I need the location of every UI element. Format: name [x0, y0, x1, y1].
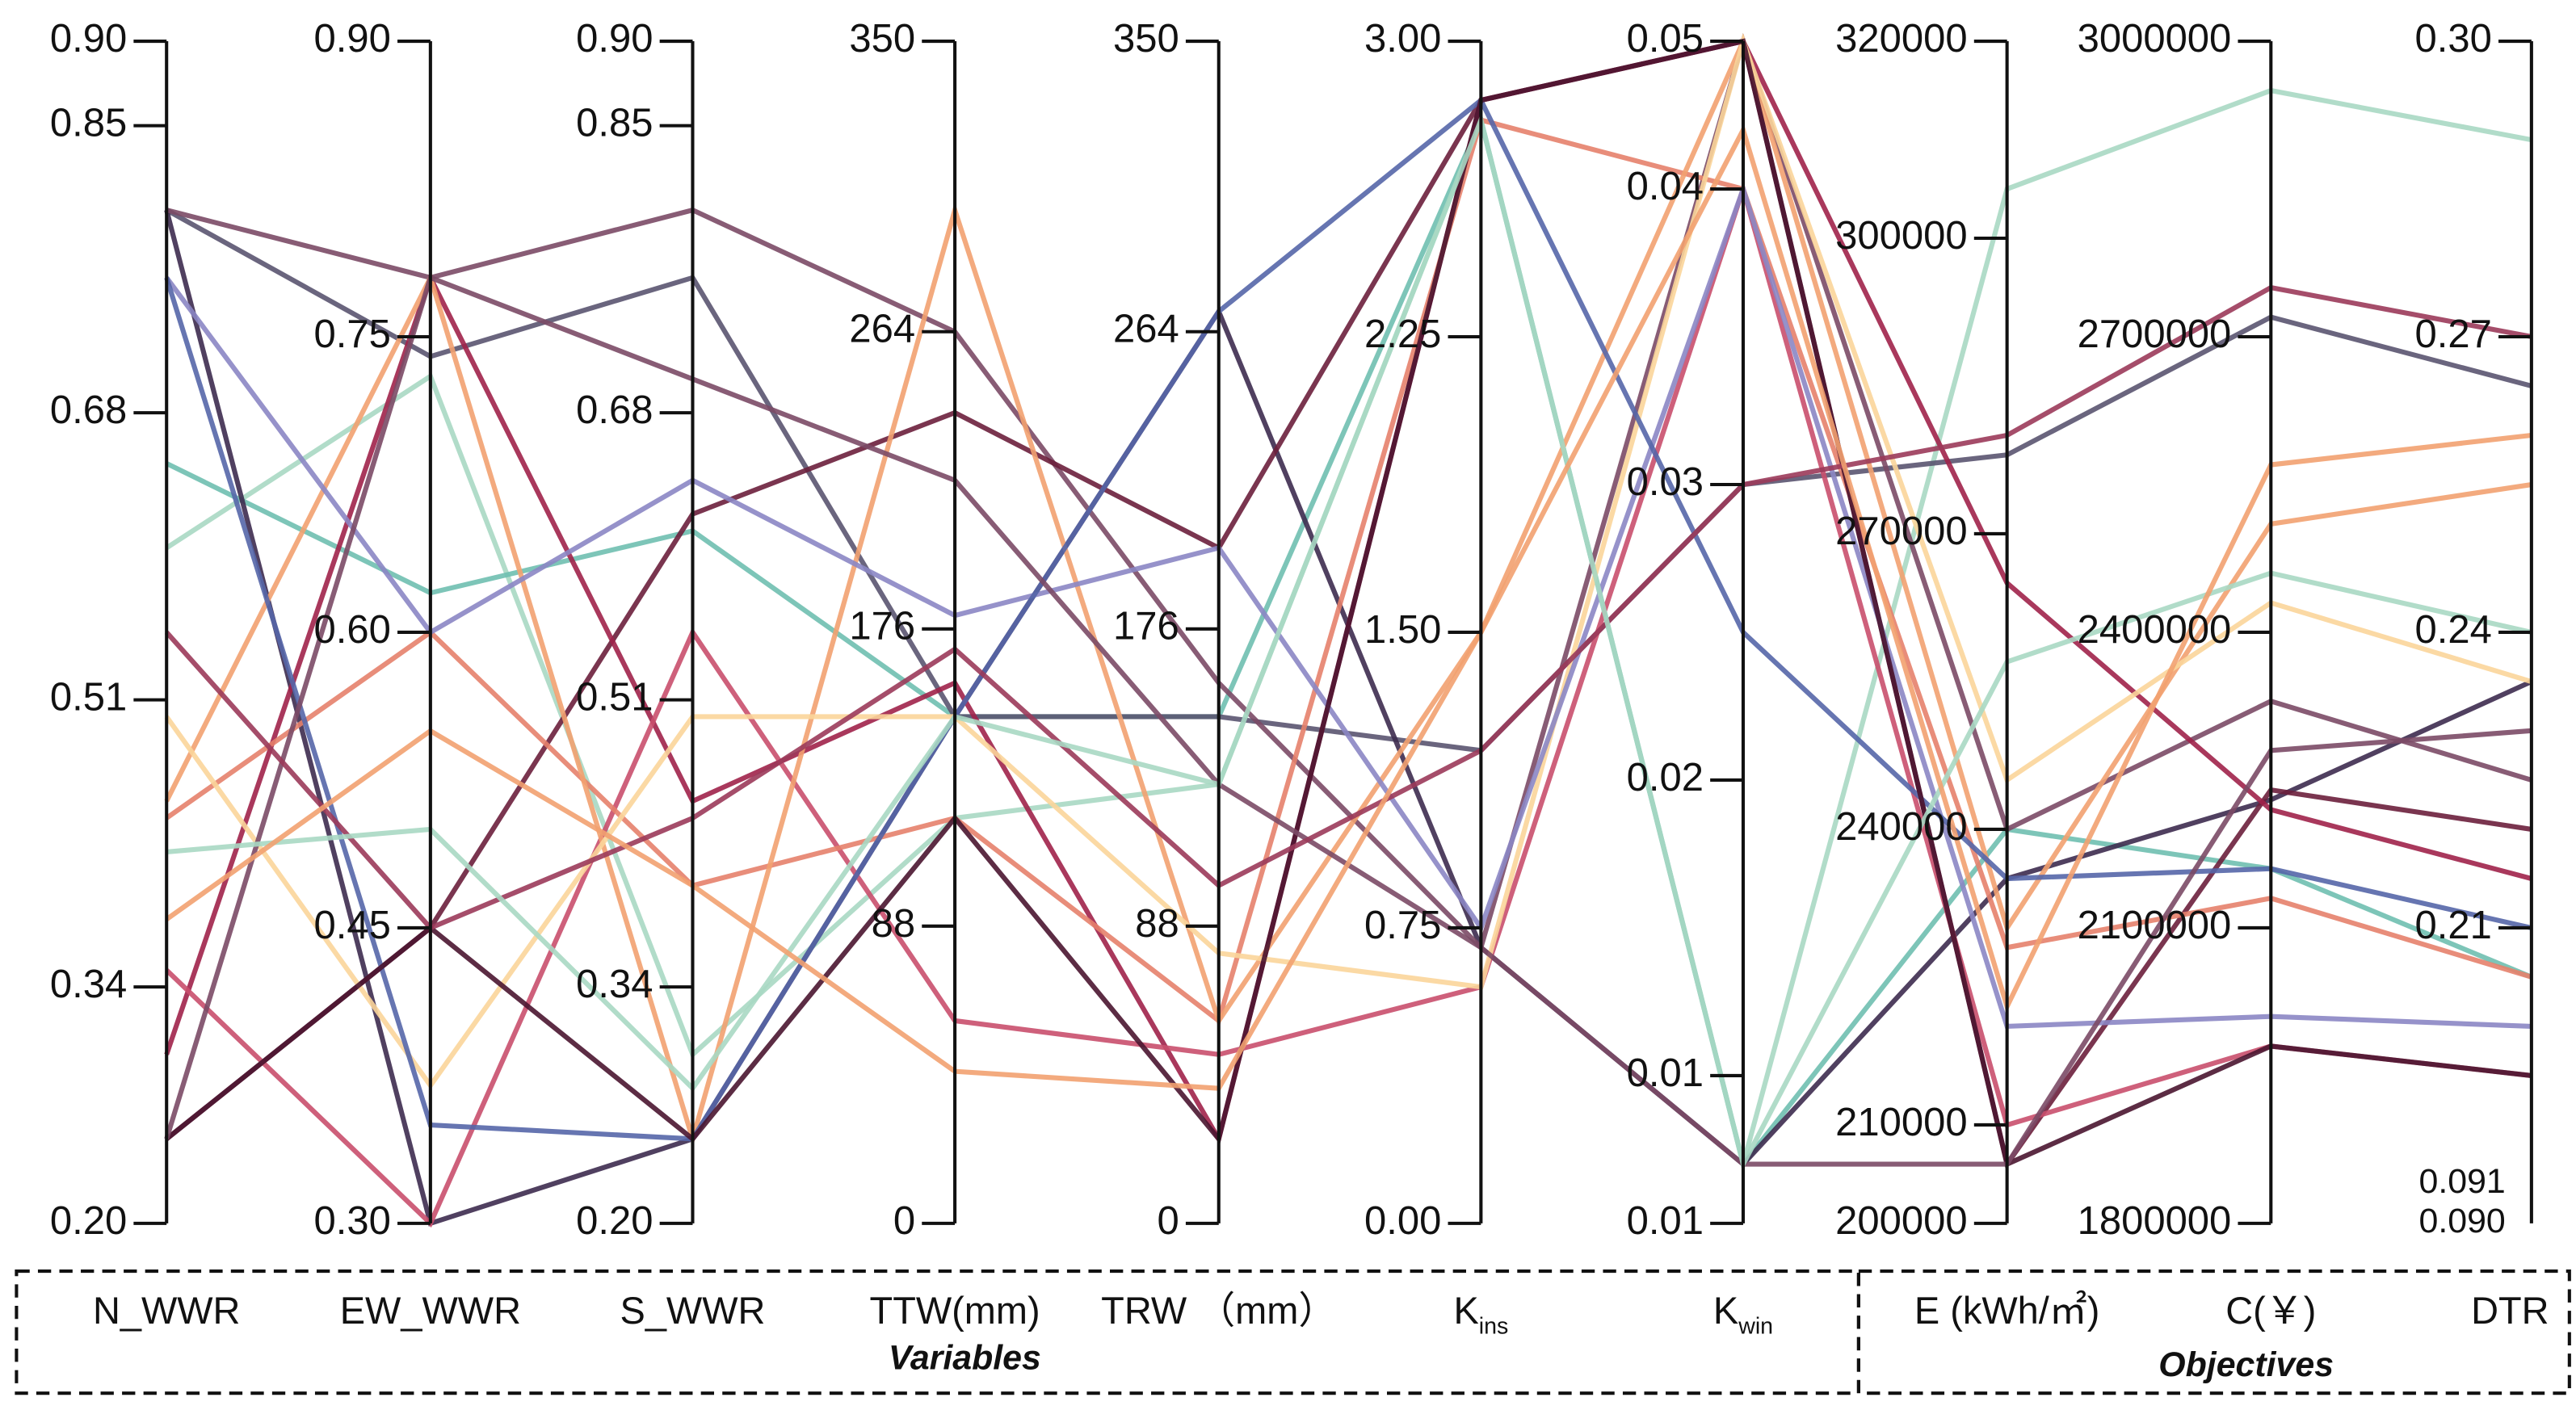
tick-label: 3.00 [1364, 17, 1441, 61]
tick-label: 240000 [1835, 805, 1967, 849]
tick-label: 264 [1113, 308, 1179, 351]
annotation: 0.090 [2418, 1202, 2505, 1240]
tick-label: 0 [893, 1199, 915, 1243]
annotation: 0.091 [2418, 1162, 2505, 1201]
tick-label: 0.04 [1627, 165, 1704, 208]
tick-label: 176 [849, 605, 915, 648]
tick-label: 0.68 [50, 388, 127, 432]
tick-label: 0 [1158, 1199, 1179, 1243]
tick-label: 0.51 [50, 676, 127, 720]
tick-label: 0.30 [314, 1199, 391, 1243]
tick-label: 1800000 [2078, 1199, 2232, 1243]
axis-name: N_WWR [93, 1290, 241, 1332]
series-line [164, 96, 2532, 1142]
axis-name: K [1713, 1290, 1738, 1332]
axis-name: EW_WWR [340, 1290, 521, 1332]
axis-label: Kwin [1713, 1290, 1773, 1339]
tick-label: 350 [849, 17, 915, 61]
series-line [166, 32, 2532, 953]
tick-label: 2400000 [2078, 608, 2232, 652]
tick-label: 200000 [1835, 1199, 1967, 1243]
series-line [165, 38, 2532, 1168]
tick-label: 0.90 [50, 17, 127, 61]
series-line [164, 32, 2532, 1090]
tick-label: 88 [1135, 902, 1179, 946]
axis-subscript: ins [1479, 1313, 1509, 1339]
axis-label: E (kWh/㎡) [1914, 1290, 2099, 1332]
tick-label: 0.60 [314, 608, 391, 652]
axis-subscript: win [1738, 1313, 1773, 1339]
tick-label: 0.27 [2415, 313, 2492, 356]
tick-label: 0.68 [576, 388, 653, 432]
tick-label: 0.85 [576, 102, 653, 145]
tick-label: 0.00 [1364, 1199, 1441, 1243]
axis-name: TTW(mm) [870, 1290, 1040, 1332]
objectives-box [1856, 1269, 2571, 1395]
axis-label: N_WWR [93, 1290, 241, 1332]
axis-label: C(￥) [2225, 1290, 2316, 1332]
tick-label: 0.51 [576, 676, 653, 720]
axis-name: K [1453, 1290, 1478, 1332]
tick-label: 350 [1113, 17, 1179, 61]
tick-label: 0.75 [314, 313, 391, 356]
series-line [164, 284, 2532, 931]
axis-label: Kins [1453, 1290, 1508, 1339]
axis-name: TRW （mm） [1101, 1290, 1336, 1332]
tick-label: 0.34 [576, 963, 653, 1006]
tick-label: 176 [1113, 605, 1179, 648]
axis-name: DTR [2471, 1290, 2549, 1332]
tick-label: 0.02 [1627, 756, 1704, 799]
series-line [165, 38, 2532, 1170]
tick-label: 210000 [1835, 1101, 1967, 1144]
series-line [164, 274, 2532, 1167]
axis-label: S_WWR [620, 1290, 766, 1332]
tick-label: 1.50 [1364, 608, 1441, 652]
series-line [164, 34, 2532, 1148]
group-label: Variables [889, 1339, 1041, 1378]
tick-label: 2700000 [2078, 313, 2232, 356]
tick-label: 0.30 [2415, 17, 2492, 61]
series-line [165, 180, 2532, 1228]
series-line [166, 111, 2532, 1172]
axis-name: E (kWh/㎡) [1914, 1290, 2099, 1332]
axis-label: TTW(mm) [870, 1290, 1040, 1332]
axis-label: TRW （mm） [1101, 1290, 1336, 1332]
tick-label: 320000 [1835, 17, 1967, 61]
series-line [165, 112, 2533, 1170]
tick-label: 270000 [1835, 510, 1967, 553]
axis-name: S_WWR [620, 1290, 766, 1332]
tick-label: 264 [849, 308, 915, 351]
series-line [165, 116, 2532, 1026]
tick-label: 0.75 [1364, 904, 1441, 947]
tick-label: 0.34 [50, 963, 127, 1006]
tick-label: 0.90 [576, 17, 653, 61]
axis-label: EW_WWR [340, 1290, 521, 1332]
variables-box [15, 1269, 1860, 1395]
tick-label: 0.20 [576, 1199, 653, 1243]
group-label: Objectives [2158, 1345, 2334, 1384]
tick-label: 88 [872, 902, 916, 946]
tick-label: 0.24 [2415, 608, 2492, 652]
tick-label: 0.45 [314, 904, 391, 947]
tick-label: 0.01 [1627, 1051, 1704, 1095]
tick-label: 3000000 [2078, 17, 2232, 61]
tick-label: 300000 [1835, 214, 1967, 258]
axis-label: DTR [2471, 1290, 2549, 1332]
tick-label: 0.01 [1627, 1199, 1704, 1243]
tick-label: 0.03 [1627, 460, 1704, 504]
tick-label: 0.90 [314, 17, 391, 61]
tick-label: 2.25 [1364, 313, 1441, 356]
series-line [165, 123, 2532, 1091]
tick-label: 0.05 [1627, 17, 1704, 61]
axis-name: C(￥) [2225, 1290, 2316, 1332]
tick-label: 0.85 [50, 102, 127, 145]
series-line [164, 181, 2532, 1030]
tick-label: 0.21 [2415, 904, 2492, 947]
tick-label: 0.20 [50, 1199, 127, 1243]
tick-label: 2100000 [2078, 904, 2232, 947]
